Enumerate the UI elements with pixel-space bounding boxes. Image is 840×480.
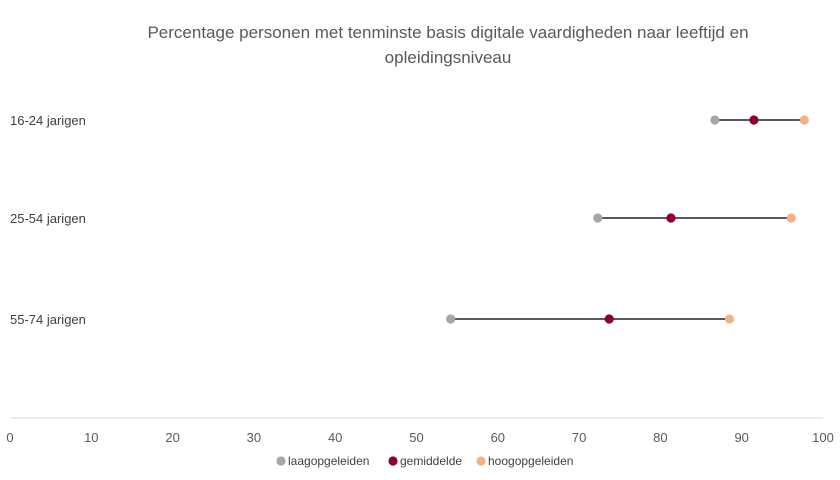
x-tick-label: 0 [6, 430, 13, 445]
data-point-gemiddelde [666, 213, 676, 223]
x-axis-tick-labels: 0 10 20 30 40 50 60 70 80 90 100 [6, 430, 833, 445]
category-label: 16-24 jarigen [10, 113, 86, 128]
data-point-hoogopgeleiden [786, 213, 796, 223]
data-points [446, 115, 809, 324]
legend-marker [276, 456, 286, 466]
x-tick-label: 60 [491, 430, 505, 445]
legend-marker [476, 456, 486, 466]
category-label: 25-54 jarigen [10, 211, 86, 226]
legend-marker [388, 456, 398, 466]
x-tick-label: 80 [653, 430, 667, 445]
x-tick-label: 40 [328, 430, 342, 445]
data-point-gemiddelde [604, 314, 614, 324]
x-tick-label: 50 [409, 430, 423, 445]
legend-label: laagopgeleiden [288, 454, 369, 468]
legend-label: hoogopgeleiden [488, 454, 573, 468]
x-tick-label: 70 [572, 430, 586, 445]
x-tick-label: 20 [165, 430, 179, 445]
data-point-laagopgeleiden [593, 213, 603, 223]
chart-title: Percentage personen met tenminste basis … [147, 23, 748, 67]
legend-label: gemiddelde [400, 454, 462, 468]
chart-title-line-1: Percentage personen met tenminste basis … [147, 23, 748, 42]
chart-title-line-2: opleidingsniveau [385, 48, 512, 67]
data-point-laagopgeleiden [710, 115, 720, 125]
data-point-laagopgeleiden [446, 314, 456, 324]
category-labels: 16-24 jarigen 25-54 jarigen 55-74 jarigen [10, 113, 86, 327]
data-point-gemiddelde [749, 115, 759, 125]
data-point-hoogopgeleiden [799, 115, 809, 125]
x-tick-label: 30 [247, 430, 261, 445]
legend: laagopgeleiden gemiddelde hoogopgeleiden [276, 454, 573, 468]
data-point-hoogopgeleiden [724, 314, 735, 324]
x-tick-label: 10 [84, 430, 98, 445]
x-tick-label: 100 [812, 430, 834, 445]
category-label: 55-74 jarigen [10, 312, 86, 327]
x-tick-label: 90 [734, 430, 748, 445]
connector-lines [450, 119, 805, 320]
